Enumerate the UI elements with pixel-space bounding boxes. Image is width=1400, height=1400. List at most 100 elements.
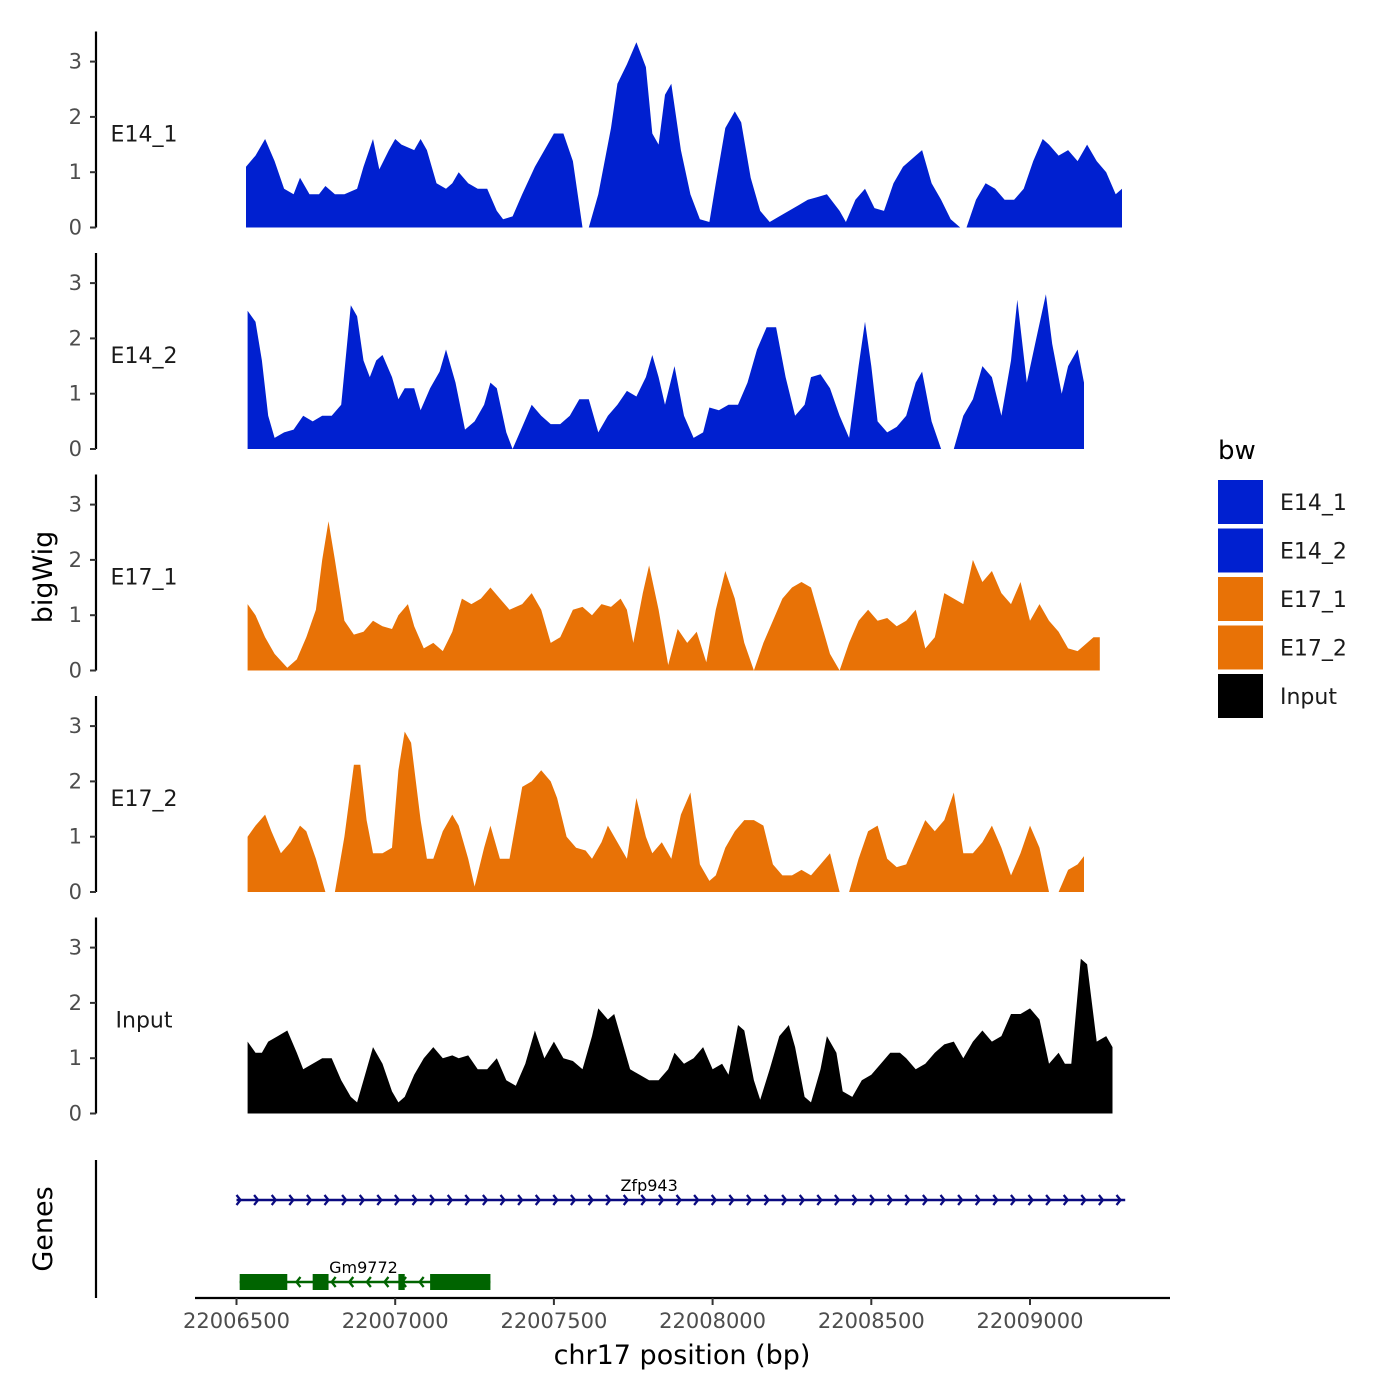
gene-chevron-zfp943-27 xyxy=(710,1194,718,1206)
y-tick-label-e17-1-0: 0 xyxy=(69,659,82,683)
y-tick-label-e17-2-3: 3 xyxy=(69,714,82,738)
gene-chevron-zfp943-39 xyxy=(922,1194,929,1206)
gene-chevron-gm9772-3 xyxy=(295,1276,302,1288)
gene-chevron-zfp943-0 xyxy=(235,1194,242,1206)
gene-chevron-zfp943-31 xyxy=(781,1194,788,1206)
y-axis-title: bigWig xyxy=(28,531,59,624)
track-label-e17-2: E17_2 xyxy=(111,787,178,812)
gene-chevron-zfp943-43 xyxy=(992,1194,999,1206)
gene-chevron-zfp943-41 xyxy=(957,1194,964,1206)
gene-chevron-zfp943-36 xyxy=(869,1194,876,1206)
area-e17-1 xyxy=(247,521,1100,671)
legend-label-e17-2: E17_2 xyxy=(1280,637,1347,662)
track-input: 0 1 2 3 Input xyxy=(69,917,1113,1126)
area-e14-1 xyxy=(246,42,1122,228)
track-label-e14-1: E14_1 xyxy=(111,123,178,148)
track-label-input: Input xyxy=(116,1009,173,1034)
x-tick-label-22008000: 22008000 xyxy=(659,1309,766,1333)
gene-chevron-zfp943-21 xyxy=(605,1194,612,1206)
gene-chevron-zfp943-33 xyxy=(816,1194,823,1206)
gene-chevron-zfp943-14 xyxy=(482,1194,489,1206)
track-label-e14-2: E14_2 xyxy=(111,344,178,369)
gene-label-gm9772: Gm9772 xyxy=(329,1258,398,1277)
gene-exon-gm9772-1 xyxy=(312,1274,329,1290)
y-tick-label-e14-1-2: 2 xyxy=(69,105,82,129)
gene-chevron-zfp943-42 xyxy=(974,1194,982,1206)
gene-chevron-zfp943-26 xyxy=(693,1194,700,1206)
gene-chevron-zfp943-30 xyxy=(763,1194,770,1206)
legend-label-input: Input xyxy=(1280,685,1337,710)
gene-chevron-zfp943-32 xyxy=(798,1194,806,1206)
legend-label-e17-1: E17_1 xyxy=(1280,588,1347,613)
x-tick-label-22007500: 22007500 xyxy=(500,1309,607,1333)
gene-chevron-zfp943-22 xyxy=(622,1194,630,1206)
gene-chevron-zfp943-6 xyxy=(341,1194,348,1206)
gene-chevron-zfp943-17 xyxy=(534,1194,542,1206)
x-tick-label-22006500: 22006500 xyxy=(183,1309,290,1333)
gene-chevron-gm9772-5 xyxy=(330,1276,337,1288)
y-tick-label-e14-2-3: 3 xyxy=(69,271,82,295)
legend-swatch-e17-1 xyxy=(1218,577,1263,621)
y-tick-label-e17-2-1: 1 xyxy=(69,825,82,849)
y-tick-label-e14-1-1: 1 xyxy=(69,160,82,184)
gene-chevron-zfp943-10 xyxy=(411,1194,418,1206)
y-tick-label-e14-2-1: 1 xyxy=(69,382,82,406)
y-tick-label-input-2: 2 xyxy=(69,991,82,1015)
gene-chevron-zfp943-46 xyxy=(1045,1194,1052,1206)
gene-chevron-zfp943-20 xyxy=(587,1194,594,1206)
legend: bw E14_1 E14_2 E17_1 E17_2 Input xyxy=(1218,436,1347,718)
x-tick-label-22009000: 22009000 xyxy=(977,1309,1084,1333)
track-label-e17-1: E17_1 xyxy=(111,566,178,591)
gene-exon-gm9772-3 xyxy=(430,1274,491,1290)
gene-chevron-zfp943-15 xyxy=(499,1194,506,1206)
y-tick-label-e14-2-2: 2 xyxy=(69,326,82,350)
legend-swatch-input xyxy=(1218,674,1263,718)
area-e14-2 xyxy=(247,294,1085,449)
gene-chevron-zfp943-29 xyxy=(746,1194,753,1206)
legend-label-e14-2: E14_2 xyxy=(1280,540,1347,565)
gene-chevron-zfp943-9 xyxy=(394,1194,401,1206)
gene-chevron-zfp943-40 xyxy=(939,1194,946,1206)
x-tick-label-22008500: 22008500 xyxy=(818,1309,925,1333)
gene-chevron-zfp943-34 xyxy=(834,1194,841,1206)
genes-axis-title: Genes xyxy=(28,1186,59,1271)
gene-chevron-zfp943-23 xyxy=(640,1194,647,1206)
gene-chevron-gm9772-6 xyxy=(347,1276,355,1288)
gene-chevron-zfp943-24 xyxy=(658,1194,665,1206)
gene-chevron-zfp943-18 xyxy=(552,1194,559,1206)
gene-chevron-zfp943-45 xyxy=(1027,1194,1034,1206)
gene-chevron-zfp943-48 xyxy=(1080,1194,1087,1206)
gene-chevron-gm9772-7 xyxy=(365,1276,372,1288)
track-e14-2: 0 1 2 3 E14_2 xyxy=(69,253,1085,461)
gene-zfp943: Zfp943 xyxy=(235,1176,1126,1206)
area-input xyxy=(247,958,1113,1114)
y-tick-label-e17-1-3: 3 xyxy=(69,493,82,517)
x-axis: chr17 position (bp) 22006500 22007000 2200… xyxy=(183,1296,1170,1371)
gene-chevron-zfp943-28 xyxy=(728,1194,735,1206)
gene-chevron-zfp943-25 xyxy=(675,1194,682,1206)
gene-chevron-zfp943-11 xyxy=(429,1194,436,1206)
gene-gm9772: Gm9772 xyxy=(239,1258,491,1290)
y-tick-label-input-0: 0 xyxy=(69,1102,82,1126)
gene-chevron-zfp943-13 xyxy=(464,1194,471,1206)
area-e17-2 xyxy=(247,731,1085,892)
y-tick-label-e17-2-0: 0 xyxy=(69,880,82,904)
legend-label-e14-1: E14_1 xyxy=(1280,491,1347,516)
gene-chevron-zfp943-35 xyxy=(851,1194,858,1206)
gene-chevron-zfp943-7 xyxy=(358,1194,366,1206)
gene-exon-gm9772-2 xyxy=(398,1274,405,1290)
track-e17-1: 0 1 2 3 E17_1 xyxy=(69,474,1100,683)
y-tick-label-e17-1-2: 2 xyxy=(69,548,82,572)
legend-title: bw xyxy=(1218,436,1256,466)
gene-chevron-gm9772-10 xyxy=(418,1276,425,1288)
gene-chevron-zfp943-2 xyxy=(270,1194,278,1206)
coverage-tracks: 0 1 2 3 E14_1 0 1 2 3 E14_2 0 1 2 3 E17_1 0 1 2 3 E17_2 0 1 2 3… xyxy=(69,31,1122,1126)
genes-panel: Genes Zfp943 Gm9772 xyxy=(28,1160,1126,1298)
gene-chevron-zfp943-16 xyxy=(517,1194,524,1206)
legend-swatch-e14-1 xyxy=(1218,480,1263,524)
gene-chevron-zfp943-3 xyxy=(288,1194,295,1206)
gene-exon-gm9772-0 xyxy=(239,1274,288,1290)
gene-chevron-gm9772-8 xyxy=(383,1276,390,1288)
gene-chevron-zfp943-5 xyxy=(323,1194,330,1206)
